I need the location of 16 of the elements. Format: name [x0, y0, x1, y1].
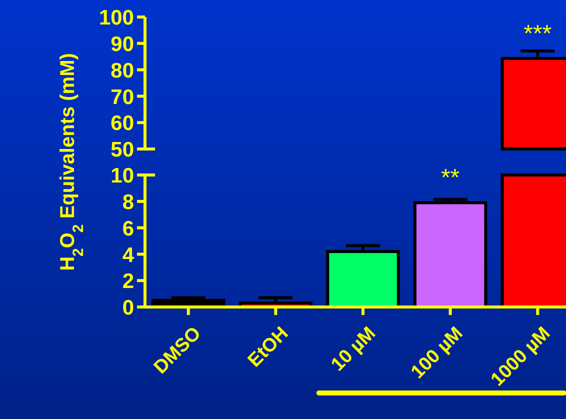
y-tick-label: 4 — [122, 244, 134, 267]
y-tick-label: 60 — [110, 112, 134, 136]
annotation: ** — [440, 164, 460, 192]
y-tick-label: 10 — [110, 164, 134, 188]
y-tick-label: 90 — [110, 32, 134, 56]
y-tick-label: 80 — [110, 59, 134, 82]
y-tick-label: 0 — [122, 296, 134, 320]
y-tick-label: 100 — [98, 6, 134, 30]
y-tick-label: 6 — [122, 217, 134, 240]
y-tick-label: 70 — [110, 86, 134, 109]
x-tick-label: 10 µM — [327, 323, 380, 376]
y-tick-label: 50 — [110, 138, 134, 162]
annotation: *** — [524, 20, 552, 48]
x-tick-label: 100 µM — [407, 323, 468, 384]
y-tick-label: 2 — [122, 270, 134, 294]
y-tick-label: 8 — [122, 190, 134, 214]
